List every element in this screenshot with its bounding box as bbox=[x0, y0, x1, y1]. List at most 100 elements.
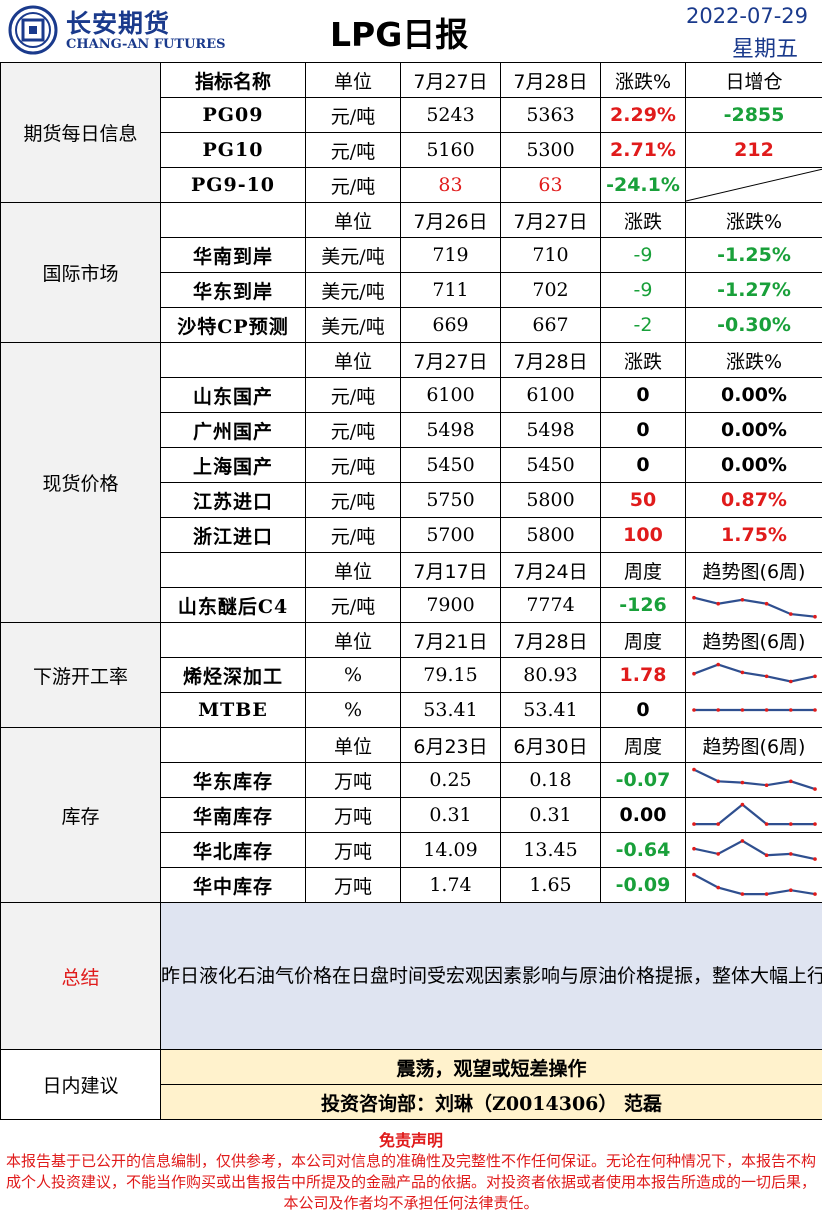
sparkline-point bbox=[740, 670, 745, 675]
unit-cell: 元/吨 bbox=[305, 482, 401, 518]
change-cell: 0 bbox=[600, 692, 686, 728]
unit-cell: 万吨 bbox=[305, 762, 401, 798]
sparkline-point bbox=[740, 892, 745, 896]
trend-sparkline bbox=[685, 692, 822, 728]
sparkline-point bbox=[813, 708, 817, 712]
change-cell: -9 bbox=[600, 237, 686, 273]
value-cell: 7774 bbox=[500, 587, 601, 623]
sparkline-svg bbox=[692, 767, 817, 791]
col-header: 单位 bbox=[305, 202, 401, 238]
unit-cell: 元/吨 bbox=[305, 517, 401, 553]
change-cell: -2 bbox=[600, 307, 686, 343]
sparkline-line bbox=[693, 873, 816, 896]
trend-sparkline bbox=[685, 587, 822, 623]
section-inventory: 库存 bbox=[0, 727, 161, 903]
summary-text: 昨日液化石油气价格在日盘时间受宏观因素影响与原油价格提振，整体大幅上行，但在夜盘… bbox=[160, 902, 822, 1050]
sparkline-point bbox=[789, 679, 793, 684]
table-row: 山东国产 元/吨 6100 6100 0 0.00% bbox=[1, 377, 822, 413]
sparkline-point bbox=[692, 872, 696, 877]
sparkline-svg bbox=[692, 708, 817, 712]
sparkline-point bbox=[789, 779, 793, 784]
col-header: 7月17日 bbox=[400, 552, 501, 588]
col-header: 6月30日 bbox=[500, 727, 601, 763]
change-cell: -0.64 bbox=[600, 832, 686, 868]
sparkline-point bbox=[813, 787, 817, 791]
sparkline-point bbox=[740, 598, 745, 602]
indicator-name: PG9-10 bbox=[160, 167, 306, 203]
col-header-blank bbox=[160, 622, 306, 658]
indicator-name: 华北库存 bbox=[160, 832, 306, 868]
value-cell: 0.31 bbox=[500, 797, 601, 833]
col-header: 7月21日 bbox=[400, 622, 501, 658]
value-cell: 53.41 bbox=[400, 692, 501, 728]
report-header: 长安期货 CHANG-AN FUTURES LPG日报 2022-07-29 星… bbox=[0, 0, 822, 64]
advice-label: 日内建议 bbox=[0, 1049, 161, 1120]
indicator-name: 烯烃深加工 bbox=[160, 657, 306, 693]
col-header: 周度 bbox=[600, 552, 686, 588]
change-cell: 0 bbox=[600, 377, 686, 413]
change-cell: -0.07 bbox=[600, 762, 686, 798]
col-header: 指标名称 bbox=[160, 62, 306, 98]
table-row: 沙特CP预测 美元/吨 669 667 -2 -0.30% bbox=[1, 307, 822, 343]
sparkline-point bbox=[789, 888, 793, 892]
section-spot: 现货价格 bbox=[0, 342, 161, 623]
sparkline-svg bbox=[692, 839, 817, 861]
advice-text: 震荡，观望或短差操作 bbox=[160, 1049, 822, 1085]
sparkline-point bbox=[789, 822, 793, 826]
unit-cell: 美元/吨 bbox=[305, 307, 401, 343]
advisor-row: 投资咨询部：刘琳（Z0014306） 范磊 bbox=[1, 1084, 822, 1120]
change-cell: -0.09 bbox=[600, 867, 686, 903]
sparkline-svg bbox=[692, 662, 817, 684]
col-header: 涨跌 bbox=[600, 202, 686, 238]
trend-sparkline bbox=[685, 657, 822, 693]
advice-row: 日内建议 震荡，观望或短差操作 bbox=[0, 1049, 822, 1120]
col-header: 7月28日 bbox=[500, 622, 601, 658]
col-header: 7月24日 bbox=[500, 552, 601, 588]
value-cell: 6100 bbox=[400, 377, 501, 413]
sparkline-line bbox=[694, 803, 815, 826]
value-cell: 5498 bbox=[400, 412, 501, 448]
col-header: 周度 bbox=[600, 727, 686, 763]
change-cell: 50 bbox=[600, 482, 686, 518]
value-cell: 5498 bbox=[500, 412, 601, 448]
col-header: 7月27日 bbox=[400, 342, 501, 378]
col-header: 单位 bbox=[305, 342, 401, 378]
col-header: 单位 bbox=[305, 622, 401, 658]
value-cell: 667 bbox=[500, 307, 601, 343]
unit-cell: 万吨 bbox=[305, 832, 401, 868]
trend-sparkline bbox=[685, 762, 822, 798]
indicator-name: 浙江进口 bbox=[160, 517, 306, 553]
indicator-name: MTBE bbox=[160, 692, 306, 728]
col-header: 日增仓 bbox=[685, 62, 822, 98]
indicator-name: 沙特CP预测 bbox=[160, 307, 306, 343]
sparkline-point bbox=[764, 601, 769, 606]
sparkline-line bbox=[693, 768, 816, 791]
intl-header-row: 国际市场 单位 7月26日 7月27日 涨跌 涨跌% bbox=[0, 202, 822, 343]
table-row: 广州国产 元/吨 5498 5498 0 0.00% bbox=[1, 412, 822, 448]
spot-header-row: 现货价格 单位 7月27日 7月28日 涨跌 涨跌% bbox=[0, 342, 822, 623]
col-header: 7月27日 bbox=[400, 62, 501, 98]
value-cell: 5800 bbox=[500, 482, 601, 518]
disclaimer-text: 本报告基于已公开的信息编制，仅供参考，本公司对信息的准确性及完整性不作任何保证。… bbox=[6, 1152, 817, 1212]
col-header: 趋势图(6周) bbox=[685, 622, 822, 658]
report-date: 2022-07-29 bbox=[685, 4, 809, 28]
indicator-name: 山东国产 bbox=[160, 377, 306, 413]
col-header-blank bbox=[160, 552, 306, 588]
advisor-text: 投资咨询部：刘琳（Z0014306） 范磊 bbox=[160, 1084, 822, 1120]
sparkline-point bbox=[716, 852, 720, 856]
sparkline-point bbox=[716, 662, 720, 667]
value-cell: 5300 bbox=[500, 132, 601, 168]
unit-cell: % bbox=[305, 657, 401, 693]
sparkline-line bbox=[693, 596, 816, 618]
value-cell: 5750 bbox=[400, 482, 501, 518]
sparkline-point bbox=[764, 708, 769, 712]
inventory-header-row: 库存 单位 6月23日 6月30日 周度 趋势图(6周) bbox=[0, 727, 822, 903]
col-header: 7月27日 bbox=[500, 202, 601, 238]
trend-sparkline bbox=[685, 832, 822, 868]
sparkline-point bbox=[813, 614, 817, 619]
indicator-name: 华南到岸 bbox=[160, 237, 306, 273]
sparkline-point bbox=[716, 822, 720, 826]
diagonal-line-icon bbox=[686, 168, 822, 202]
value-cell: 0.18 bbox=[500, 762, 601, 798]
col-header: 趋势图(6周) bbox=[685, 727, 822, 763]
